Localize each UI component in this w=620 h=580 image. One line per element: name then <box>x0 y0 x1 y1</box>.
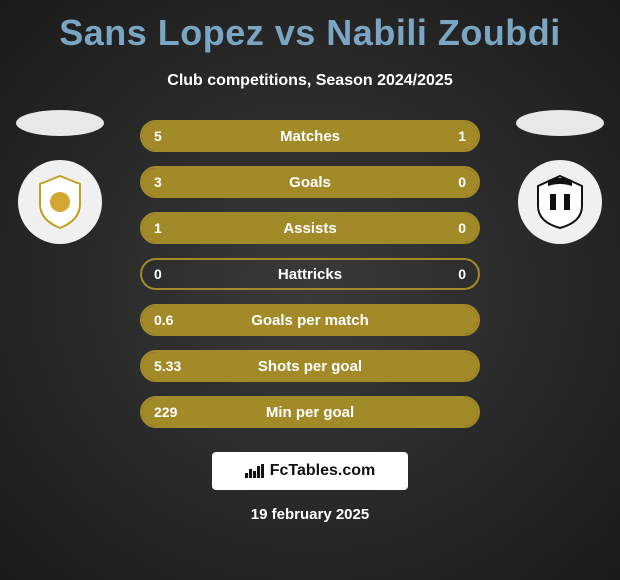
stat-row: 00Hattricks <box>140 258 480 290</box>
footer-brand-text: FcTables.com <box>270 462 376 480</box>
stat-label: Goals <box>142 168 478 196</box>
stat-label: Shots per goal <box>142 352 478 380</box>
chart-icon <box>245 464 264 478</box>
stat-label: Goals per match <box>142 306 478 334</box>
shield-icon <box>30 172 90 232</box>
stat-row: 51Matches <box>140 120 480 152</box>
stat-label: Hattricks <box>142 260 478 288</box>
stat-label: Matches <box>142 122 478 150</box>
stat-label: Min per goal <box>142 398 478 426</box>
stat-row: 30Goals <box>140 166 480 198</box>
stat-row: 229Min per goal <box>140 396 480 428</box>
shield-icon <box>530 172 590 232</box>
stat-row: 0.6Goals per match <box>140 304 480 336</box>
stat-row: 5.33Shots per goal <box>140 350 480 382</box>
stat-row: 10Assists <box>140 212 480 244</box>
left-ellipse-shadow <box>16 110 104 136</box>
date-text: 19 february 2025 <box>0 506 620 523</box>
stats-list: 51Matches 30Goals 10Assists 00Hattricks 0.6G… <box>140 120 480 428</box>
subtitle: Club competitions, Season 2024/2025 <box>0 72 620 90</box>
left-team-col <box>16 110 104 244</box>
right-ellipse-shadow <box>516 110 604 136</box>
right-team-col <box>516 110 604 244</box>
footer-brand-badge[interactable]: FcTables.com <box>212 452 408 490</box>
left-team-crest <box>18 160 102 244</box>
page-title: Sans Lopez vs Nabili Zoubdi <box>0 0 620 54</box>
right-team-crest <box>518 160 602 244</box>
stat-label: Assists <box>142 214 478 242</box>
